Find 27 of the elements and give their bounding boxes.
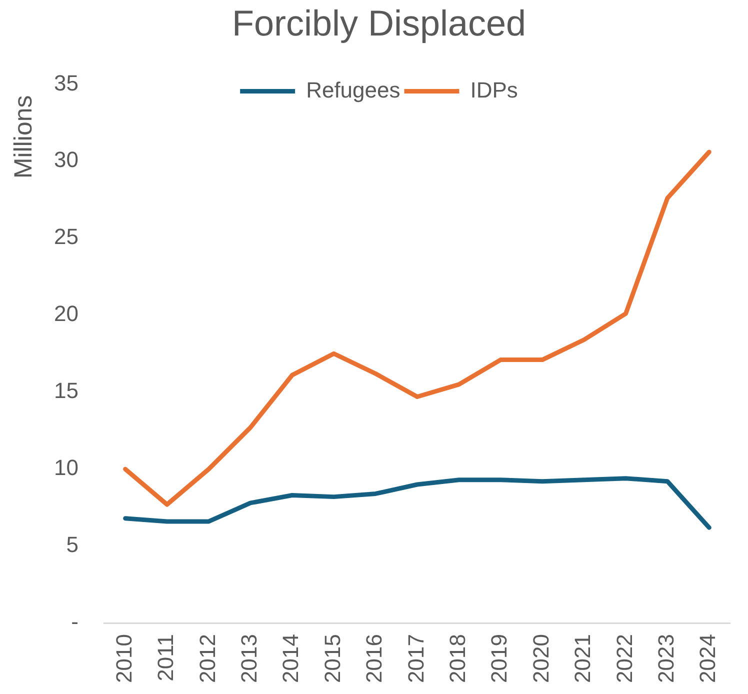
x-tick-label: 2015 [320, 634, 345, 684]
legend-label: IDPs [470, 77, 518, 102]
x-tick-label: 2021 [570, 634, 596, 684]
x-tick-label: 2019 [486, 634, 512, 684]
y-tick-label: - [71, 609, 78, 634]
y-tick-label: 30 [54, 147, 78, 172]
legend-label: Refugees [306, 77, 400, 102]
x-tick-label: 2016 [362, 634, 387, 684]
x-tick-label: 2011 [153, 634, 178, 682]
x-tick-label: 2010 [111, 634, 136, 684]
y-axis-title: Millions [9, 95, 38, 179]
x-tick-label: 2022 [612, 634, 637, 684]
x-tick-label: 2020 [528, 634, 554, 684]
chart-title: Forcibly Displaced [232, 2, 526, 44]
x-tick-label: 2014 [278, 634, 304, 684]
x-tick-label: 2018 [445, 634, 470, 684]
x-tick-label: 2023 [654, 634, 679, 684]
y-tick-label: 20 [54, 301, 78, 326]
y-tick-label: 5 [66, 532, 78, 558]
x-tick-label: 2012 [194, 634, 220, 684]
y-tick-label: 15 [54, 378, 78, 404]
x-tick-label: 2013 [236, 634, 262, 684]
x-tick-label: 2017 [403, 634, 428, 684]
y-tick-label: 35 [54, 70, 78, 96]
y-tick-label: 10 [54, 455, 78, 480]
y-tick-label: 25 [54, 224, 78, 250]
x-tick-label: 2024 [695, 634, 720, 684]
